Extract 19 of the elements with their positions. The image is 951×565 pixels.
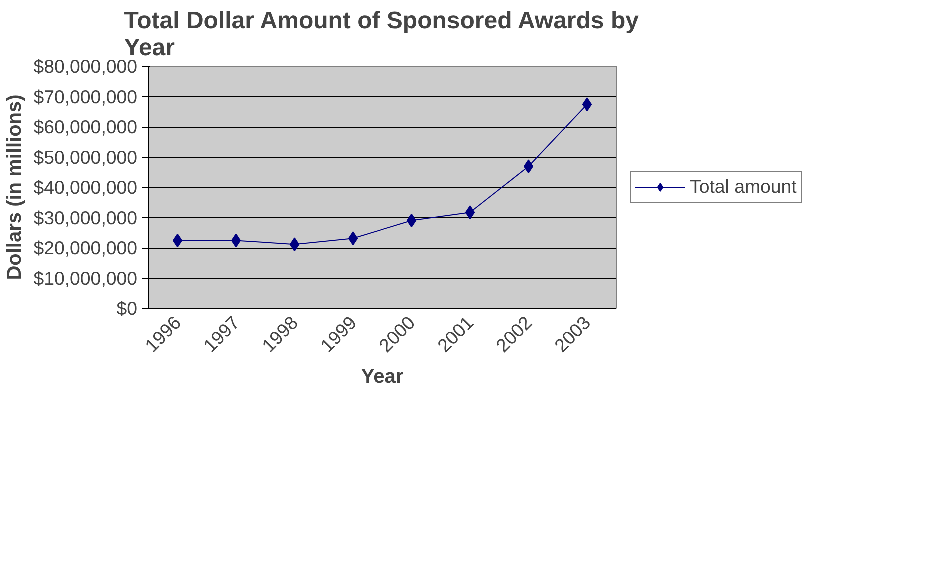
y-tick-label: $30,000,000	[34, 207, 138, 228]
y-tick-label: $60,000,000	[34, 116, 138, 138]
y-tick-label: $10,000,000	[34, 268, 138, 289]
point	[348, 232, 358, 246]
point	[465, 206, 476, 220]
point	[172, 234, 183, 248]
y-tick-label: $70,000,000	[34, 86, 138, 108]
point	[406, 214, 417, 228]
y-tick-label: $40,000,000	[34, 177, 138, 198]
y-tick-label: $0	[116, 298, 138, 319]
y-tick-label: $50,000,000	[34, 146, 138, 168]
y-axis-title: Dollars (in millions)	[4, 94, 26, 280]
legend-label: Total amount	[690, 176, 797, 198]
point	[290, 238, 300, 252]
y-tick-label: $20,000,000	[34, 238, 138, 258]
point	[582, 98, 592, 112]
point	[524, 160, 534, 174]
point	[231, 234, 242, 248]
x-axis-title: Year	[361, 366, 404, 388]
